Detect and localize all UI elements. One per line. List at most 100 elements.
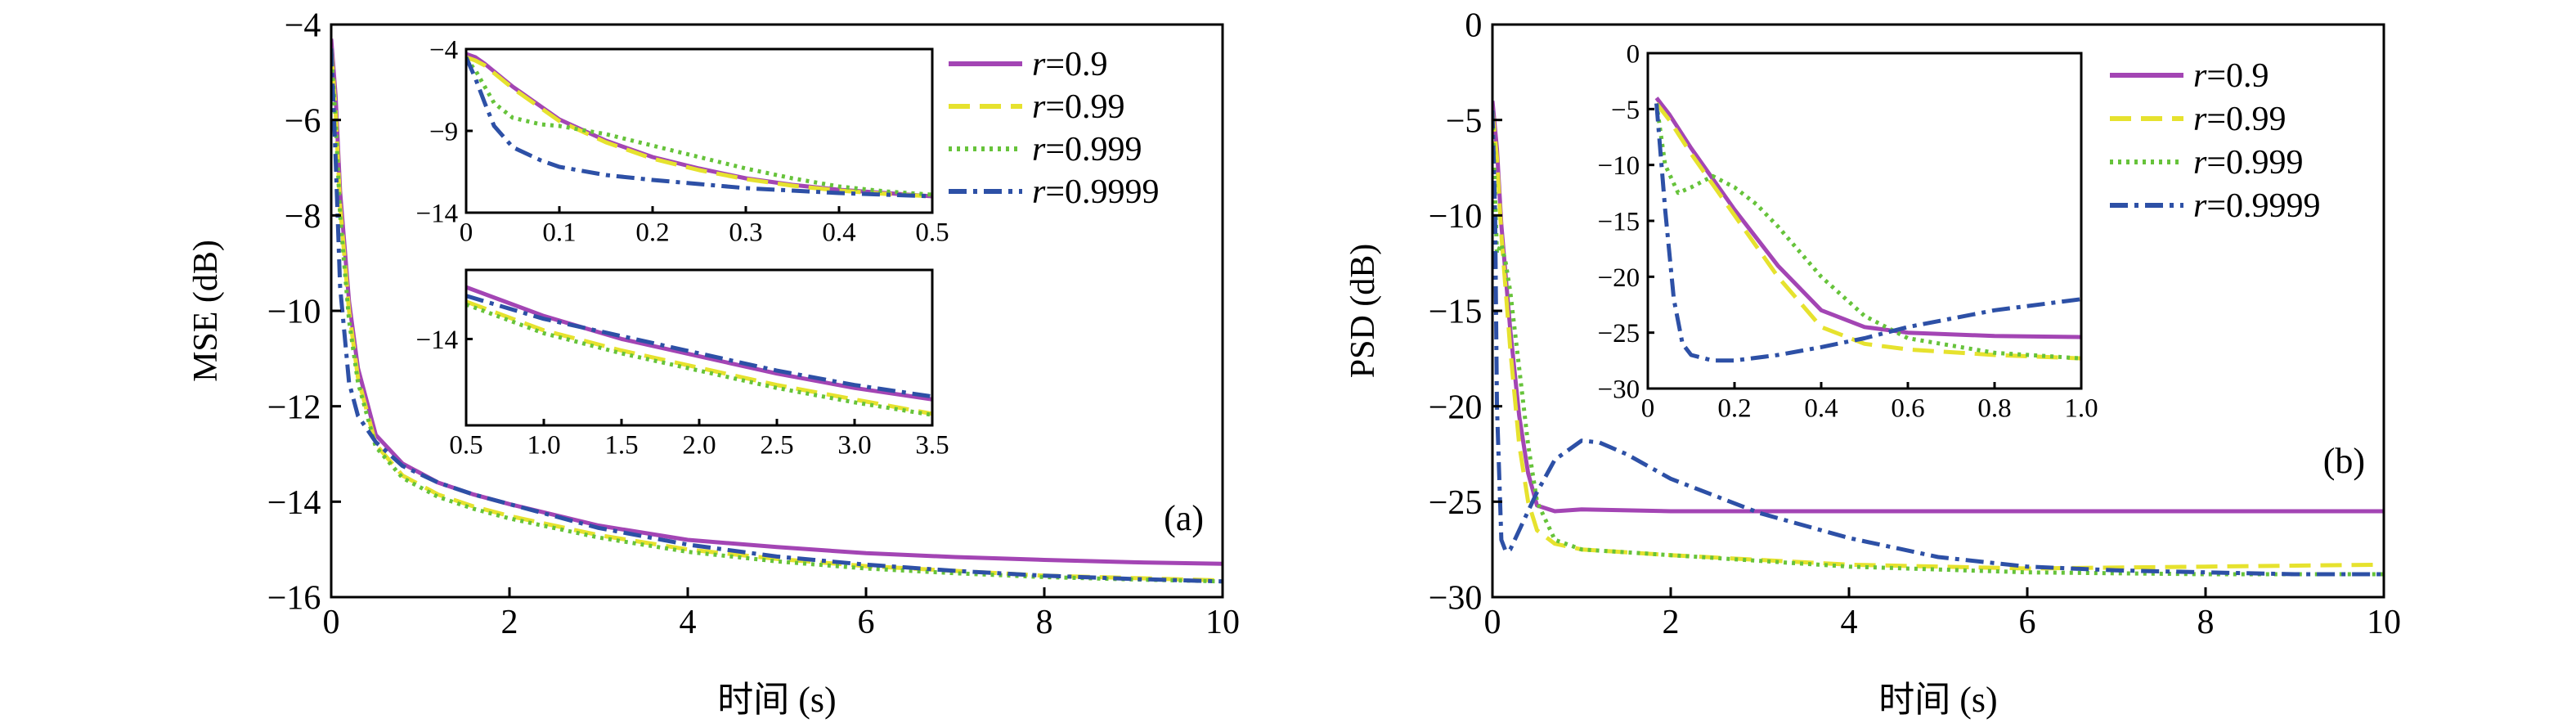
panel-b-y-tick-label: −15 [1429,294,1483,331]
panel-b-inset-curves [1654,97,2081,363]
panel-a-x-tick-label: 2 [501,604,518,641]
panel-a-x-tick-label: 6 [858,604,875,641]
panel-a-x-tick-label: 4 [680,604,697,641]
panel-a-x-tick-label: 0 [323,604,340,641]
panel-a-series-line-4 [331,48,1223,584]
panel-a-inset-2-background [466,270,932,425]
panel-a-inset-1-x-tick-label: 0.2 [635,218,669,248]
panel-a-series-line-2 [331,48,1223,583]
panel-b-inset-ticks: 0 0.2 0.4 0.6 0.8 1.0 −30 −25 −20 −15 −10 −5 0 [1597,40,2098,424]
panel-b-y-tick-label: −20 [1429,389,1483,426]
legend-item: r=0.999 [2110,144,2304,182]
panel-b-label: (b) [2323,441,2365,481]
panel-b-x-tick-label: 6 [2019,604,2036,641]
panel-a-inset-1-series-line-4 [466,56,932,199]
panel-a-y-tick-label: −16 [267,580,321,618]
panel-a-series-line-3 [331,52,1223,584]
panel-a: 0 2 4 6 8 10 −16 −14 −12 −10 −8 −6 −4 MSE (dB) 时间 (s… [187,7,1240,720]
panel-b-inset-1-x-tick-label: 0 [1641,394,1655,424]
panel-a-inset-1-y-tick-label: −4 [429,36,458,65]
legend-item: r=0.99 [2110,101,2287,138]
panel-a-ylabel: MSE (dB) [187,240,225,382]
panel-b-y-tick-label: −30 [1429,580,1483,618]
panel-a-inset-1-x-tick-label: 0 [460,218,473,248]
panel-b-axis-ticks: 0 2 4 6 8 10 −30 −25 −20 −15 −10 −5 0 [1429,7,2401,641]
panel-a-inset-1-series-line-3 [466,57,932,197]
legend-item: r=0.999 [949,131,1142,169]
panel-b-x-tick-label: 10 [2367,604,2401,641]
panel-a-x-tick-label: 10 [1205,604,1240,641]
legend-label: r=0.9 [1032,46,1108,83]
panel-a-y-tick-label: −10 [267,294,321,331]
panel-a-inset-1-background [466,49,932,213]
panel-a-inset-2-ticks: 0.5 1.0 1.5 2.0 2.5 3.0 3.5 −14 [415,326,949,461]
legend-item: r=0.9 [2110,57,2269,95]
panel-b-inset-1-x-tick-label: 0.4 [1804,394,1838,424]
panel-a-xlabel: 时间 (s) [717,680,836,720]
legend-item: r=0.9 [949,46,1108,83]
panel-b-y-tick-label: −25 [1429,484,1483,522]
panel-a-y-tick-label: −8 [285,198,321,236]
legend-item: r=0.99 [949,88,1125,126]
panel-a-inset-2-x-tick-label: 2.0 [682,431,716,461]
legend-label: r=0.9999 [1032,173,1160,211]
panel-b-inset-1-x-tick-label: 0.2 [1717,394,1751,424]
panel-b-y-tick-label: 0 [1465,7,1482,45]
panel-b-inset-1-y-tick-label: 0 [1627,40,1640,70]
panel-b-inset-1-series-line-2 [1654,101,2081,361]
panel-a-inset-2-curves [466,285,932,417]
panel-a-inset-1-y-tick-label: −9 [429,118,458,147]
legend-label: r=0.99 [2193,101,2287,138]
panel-a-inset-2-x-tick-label: 2.5 [760,431,793,461]
panel-a-inset-2-y-tick-label: −14 [415,326,458,355]
panel-a-label: (a) [1164,498,1204,538]
panel-b-curves [1492,101,2384,577]
panel-a-x-tick-label: 8 [1036,604,1053,641]
panel-a-curves [331,38,1223,584]
panel-b-x-tick-label: 2 [1663,604,1680,641]
panel-b-inset-1-x-tick-label: 1.0 [2064,394,2098,424]
panel-a-inset-2-series-line-1 [466,285,932,402]
legend-label: r=0.9999 [2193,187,2321,225]
panel-a-inset-1-ticks: 0 0.1 0.2 0.3 0.4 0.5 −14 −9 −4 [415,36,949,248]
panel-b-inset-1-y-tick-label: −20 [1597,263,1640,293]
panel-a-inset-1-curves [466,52,932,199]
panel-b-y-tick-label: −10 [1429,198,1483,236]
panel-a-inset-1-x-tick-label: 0.4 [822,218,855,248]
panel-a-inset-2-series-line-3 [466,302,932,417]
panel-a-inset-1-x-tick-label: 0.3 [729,218,762,248]
panel-a-inset-2-x-tick-label: 3.0 [837,431,871,461]
panel-a-inset-2-x-tick-label: 1.0 [527,431,560,461]
panel-a-inset-2-x-tick-label: 3.5 [915,431,949,461]
panel-a-inset-2-x-tick-label: 0.5 [449,431,482,461]
panel-a-y-tick-label: −12 [267,389,321,426]
panel-a-y-tick-label: −6 [285,102,321,140]
panel-b-inset-1-y-tick-label: −10 [1597,151,1640,181]
panel-b-y-tick-label: −5 [1446,102,1483,140]
panel-a-inset-2-x-tick-label: 1.5 [604,431,638,461]
panel-b-series-line-4 [1492,110,2384,577]
panel-a-inset-1-series-line-2 [466,55,932,199]
panel-a-inset-1-x-tick-label: 0.1 [542,218,576,248]
legend-label: r=0.9 [2193,57,2269,95]
panel-a-legend: r=0.9 r=0.99 r=0.999 r=0.9999 [949,46,1160,211]
panel-b-inset-1-y-tick-label: −25 [1597,319,1640,348]
legend-label: r=0.99 [1032,88,1125,126]
panel-a-inset-2-series-line-2 [466,299,932,416]
panel-b-x-tick-label: 4 [1841,604,1858,641]
panel-a-y-tick-label: −4 [285,7,321,45]
panel-b-inset-1-series-line-1 [1654,97,2081,339]
panel-a-inset-1-x-tick-label: 0.5 [915,218,949,248]
panel-b-inset-1-y-tick-label: −5 [1611,96,1640,125]
panel-b-inset-1-y-tick-label: −30 [1597,375,1640,405]
panel-b-series-line-2 [1492,110,2384,571]
panel-b-inset-1-series-line-3 [1654,103,2081,361]
panel-a-inset-1-y-tick-label: −14 [415,200,458,229]
panel-a-axis-ticks: 0 2 4 6 8 10 −16 −14 −12 −10 −8 −6 −4 [267,7,1240,641]
legend-label: r=0.999 [1032,131,1142,169]
panel-b-inset-1-x-tick-label: 0.6 [1891,394,1924,424]
panel-b-x-tick-label: 8 [2197,604,2215,641]
panel-b-xlabel: 时间 (s) [1878,680,1997,720]
panel-a-inset-2-series-line-4 [466,294,932,399]
